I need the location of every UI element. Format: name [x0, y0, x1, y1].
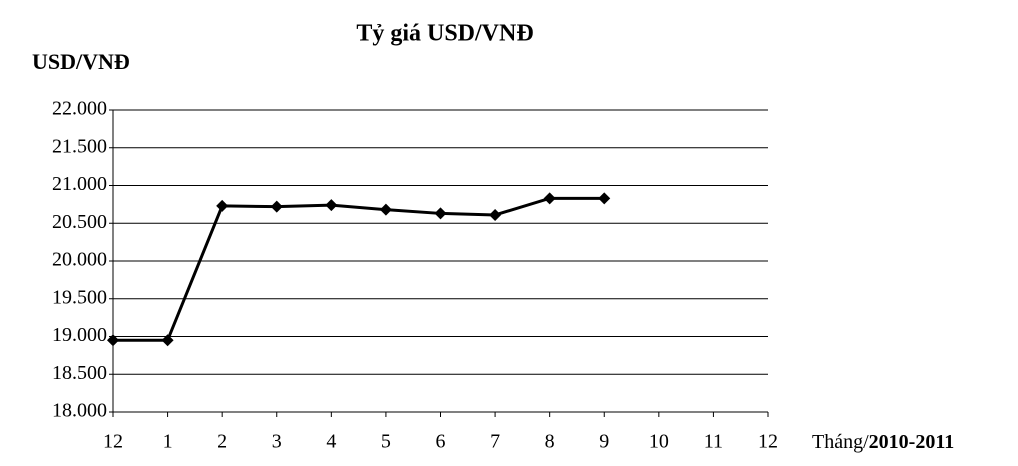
- x-tick-label: 6: [436, 431, 446, 453]
- x-tick-label: 12: [758, 431, 778, 453]
- x-tick-label: 1: [163, 431, 173, 453]
- y-tick-label: 18.500: [52, 362, 107, 384]
- x-tick-label: 10: [649, 431, 669, 453]
- marker: [489, 208, 502, 221]
- y-tick-label: 21.500: [52, 135, 107, 157]
- y-axis-label: USD/VNĐ: [32, 49, 130, 74]
- x-tick-label: 3: [272, 431, 282, 453]
- x-tick-label: 9: [599, 431, 609, 453]
- y-tick-label: 21.000: [52, 173, 107, 195]
- y-tick-label: 19.000: [52, 324, 107, 346]
- marker: [434, 207, 447, 220]
- x-tick-label: 11: [704, 431, 723, 453]
- y-tick-label: 20.500: [52, 211, 107, 233]
- chart-title: Tỷ giá USD/VNĐ: [356, 21, 533, 47]
- line: [113, 196, 605, 342]
- x-tick-label: 5: [381, 431, 391, 453]
- y-tick-label: 18.000: [52, 400, 107, 422]
- y-tick-label: 22.000: [52, 98, 107, 120]
- marker: [216, 199, 229, 212]
- x-tick-label: 7: [490, 431, 500, 453]
- marker: [107, 334, 119, 347]
- marker: [270, 200, 283, 213]
- x-axis-label-part: 2010-2011: [869, 431, 955, 453]
- x-tick-label: 4: [326, 431, 336, 453]
- x-axis-label-part: Tháng/: [812, 431, 869, 453]
- y-tick-label: 20.000: [52, 249, 107, 271]
- marker: [598, 192, 611, 205]
- marker: [325, 199, 338, 212]
- x-tick-label: 12: [103, 431, 123, 453]
- marker: [543, 192, 556, 205]
- y-tick-label: 19.500: [52, 286, 107, 308]
- x-tick-label: 2: [217, 431, 227, 453]
- marker: [161, 334, 174, 347]
- marker: [379, 203, 392, 216]
- x-tick-label: 8: [545, 431, 555, 453]
- x-axis-label: Tháng/2010-2011: [812, 431, 954, 453]
